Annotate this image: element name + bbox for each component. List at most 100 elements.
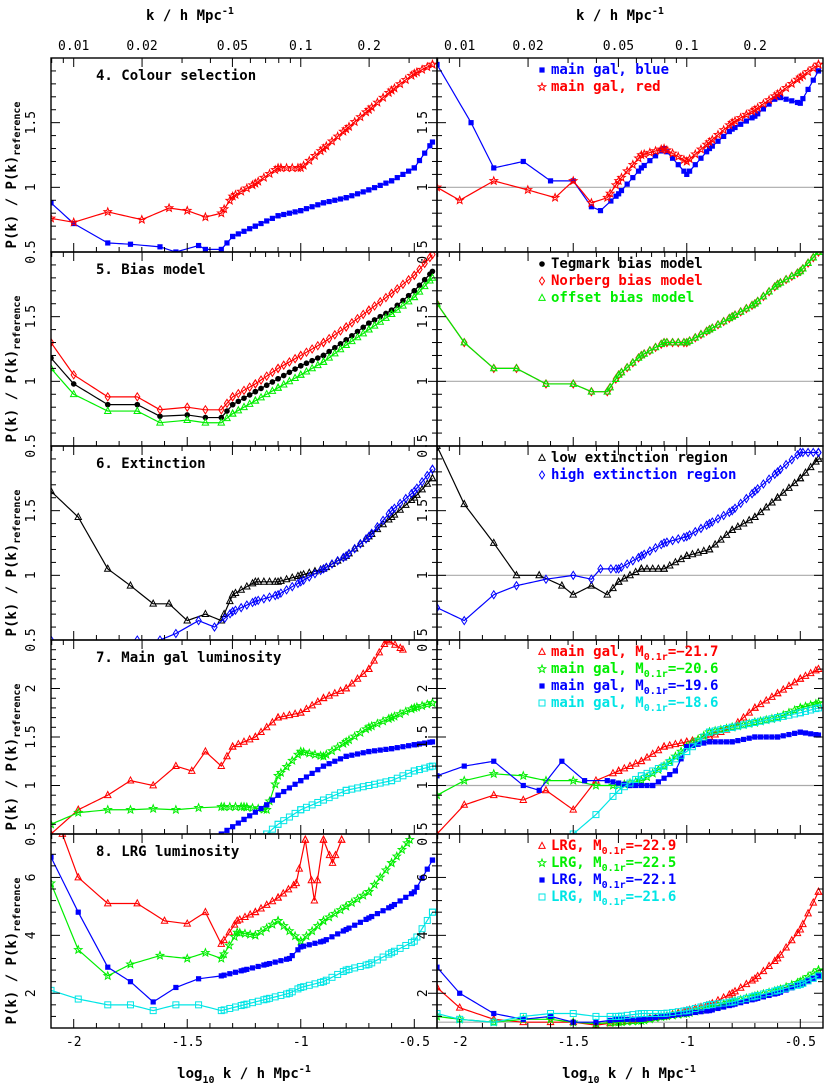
data-point: [411, 288, 418, 294]
data-point: [388, 505, 395, 516]
data-point: [760, 479, 767, 489]
data-point: [239, 928, 251, 939]
data-point: [232, 927, 243, 937]
data-point: [538, 893, 546, 901]
data-point: [268, 717, 277, 726]
data-point: [588, 574, 595, 585]
y-tick-label: 0.5: [24, 628, 39, 651]
data-point: [211, 622, 218, 632]
data-point: [404, 296, 413, 305]
data-point: [360, 324, 367, 331]
data-point: [519, 1012, 527, 1020]
data-point: [488, 768, 499, 779]
data-point: [303, 206, 310, 212]
data-point: [788, 454, 795, 465]
data-point: [331, 329, 339, 340]
data-point: [326, 198, 332, 205]
data-point: [257, 392, 266, 401]
data-point: [568, 175, 579, 186]
data-point: [238, 968, 244, 974]
data-point: [330, 688, 339, 697]
series-line: [51, 63, 433, 223]
data-point: [814, 972, 822, 980]
data-point: [308, 363, 317, 372]
data-point: [157, 413, 163, 420]
data-point: [286, 210, 293, 216]
data-point: [513, 580, 520, 591]
data-point: [536, 857, 548, 868]
data-point: [784, 483, 793, 491]
data-point: [620, 573, 629, 582]
data-point: [302, 366, 311, 375]
data-point: [219, 935, 228, 944]
data-point: [51, 986, 55, 994]
data-point: [810, 447, 817, 458]
data-point: [70, 381, 77, 387]
data-point: [282, 574, 291, 583]
data-point: [337, 325, 344, 336]
data-point: [332, 344, 338, 351]
data-point: [731, 503, 739, 514]
data-point: [547, 1010, 555, 1018]
data-point: [336, 686, 345, 694]
data-point: [603, 386, 612, 395]
data-point: [300, 575, 307, 586]
data-point: [418, 476, 426, 487]
data-point: [702, 326, 711, 335]
data-point: [387, 309, 396, 317]
data-point: [629, 555, 637, 566]
data-point: [58, 834, 67, 837]
data-point: [269, 215, 275, 221]
data-point: [379, 515, 387, 526]
data-point: [68, 216, 79, 227]
data-point: [264, 168, 275, 179]
data-point: [201, 417, 210, 426]
data-point: [541, 785, 551, 794]
data-point: [427, 143, 433, 149]
data-point: [182, 953, 193, 963]
data-point: [285, 376, 294, 385]
data-point: [229, 391, 236, 402]
data-point: [104, 1001, 112, 1009]
series-group: [51, 464, 437, 640]
data-point: [426, 252, 434, 263]
data-point: [773, 953, 782, 962]
data-point: [261, 804, 272, 815]
data-point: [347, 336, 356, 345]
data-point: [284, 884, 293, 893]
data-point: [183, 918, 192, 927]
data-point: [669, 535, 676, 546]
data-point: [250, 929, 261, 940]
data-point: [726, 128, 732, 135]
data-point: [609, 792, 617, 800]
data-point: [738, 121, 744, 127]
data-point: [292, 781, 298, 787]
data-point: [724, 119, 735, 130]
data-point: [149, 1007, 157, 1015]
data-point: [251, 395, 260, 404]
series-markers: [437, 59, 823, 208]
data-point: [340, 928, 346, 934]
y-tick-label: 4: [24, 931, 39, 939]
data-point: [397, 898, 403, 904]
data-point: [357, 919, 363, 925]
data-point: [620, 763, 629, 772]
y-tick-label: 1: [24, 571, 39, 579]
data-point: [674, 337, 683, 346]
series-markers: [437, 447, 822, 626]
data-point: [786, 731, 792, 738]
series-line: [51, 477, 433, 622]
data-point: [588, 204, 594, 210]
data-point: [712, 739, 718, 745]
data-point: [699, 546, 708, 554]
data-point: [537, 453, 547, 461]
data-point: [325, 352, 334, 361]
data-point: [692, 1009, 698, 1016]
data-point: [730, 986, 740, 995]
data-point: [700, 733, 708, 741]
data-point: [173, 984, 179, 991]
data-point: [804, 977, 812, 985]
data-point: [686, 529, 693, 540]
